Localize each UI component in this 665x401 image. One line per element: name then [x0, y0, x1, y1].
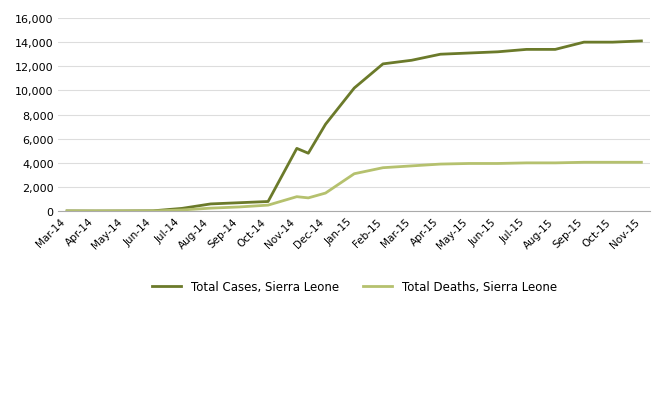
- Total Deaths, Sierra Leone: [350, 172, 358, 177]
- Total Cases, Sierra Leone: [637, 39, 645, 44]
- Total Deaths, Sierra Leone: [92, 209, 100, 214]
- Total Cases, Sierra Leone: [322, 123, 330, 128]
- Total Deaths, Sierra Leone: [637, 160, 645, 165]
- Total Deaths, Sierra Leone: [379, 166, 387, 171]
- Total Cases, Sierra Leone: [120, 209, 128, 214]
- Total Cases, Sierra Leone: [178, 207, 186, 211]
- Total Cases, Sierra Leone: [207, 202, 215, 207]
- Total Deaths, Sierra Leone: [322, 191, 330, 196]
- Total Cases, Sierra Leone: [436, 53, 444, 57]
- Line: Total Deaths, Sierra Leone: Total Deaths, Sierra Leone: [67, 163, 641, 211]
- Total Cases, Sierra Leone: [149, 209, 157, 214]
- Total Deaths, Sierra Leone: [580, 160, 588, 165]
- Total Deaths, Sierra Leone: [63, 209, 71, 214]
- Total Cases, Sierra Leone: [63, 209, 71, 214]
- Total Cases, Sierra Leone: [523, 48, 531, 53]
- Total Deaths, Sierra Leone: [436, 162, 444, 167]
- Total Cases, Sierra Leone: [465, 51, 473, 56]
- Total Deaths, Sierra Leone: [264, 203, 272, 208]
- Total Cases, Sierra Leone: [580, 41, 588, 45]
- Total Deaths, Sierra Leone: [178, 208, 186, 213]
- Total Deaths, Sierra Leone: [305, 196, 313, 201]
- Total Deaths, Sierra Leone: [235, 205, 243, 210]
- Total Deaths, Sierra Leone: [120, 209, 128, 214]
- Total Cases, Sierra Leone: [293, 147, 301, 152]
- Total Deaths, Sierra Leone: [608, 160, 616, 165]
- Total Deaths, Sierra Leone: [408, 164, 416, 169]
- Total Deaths, Sierra Leone: [465, 162, 473, 166]
- Total Cases, Sierra Leone: [379, 62, 387, 67]
- Total Deaths, Sierra Leone: [207, 206, 215, 211]
- Total Deaths, Sierra Leone: [293, 195, 301, 200]
- Line: Total Cases, Sierra Leone: Total Cases, Sierra Leone: [67, 42, 641, 211]
- Total Cases, Sierra Leone: [92, 209, 100, 214]
- Total Deaths, Sierra Leone: [551, 161, 559, 166]
- Total Cases, Sierra Leone: [551, 48, 559, 53]
- Total Cases, Sierra Leone: [350, 86, 358, 91]
- Total Cases, Sierra Leone: [264, 200, 272, 205]
- Total Deaths, Sierra Leone: [494, 162, 502, 166]
- Total Cases, Sierra Leone: [408, 59, 416, 63]
- Total Deaths, Sierra Leone: [523, 161, 531, 166]
- Total Deaths, Sierra Leone: [149, 209, 157, 214]
- Total Cases, Sierra Leone: [305, 152, 313, 156]
- Total Cases, Sierra Leone: [494, 50, 502, 55]
- Total Cases, Sierra Leone: [235, 201, 243, 206]
- Legend: Total Cases, Sierra Leone, Total Deaths, Sierra Leone: Total Cases, Sierra Leone, Total Deaths,…: [147, 276, 561, 298]
- Total Cases, Sierra Leone: [608, 41, 616, 45]
